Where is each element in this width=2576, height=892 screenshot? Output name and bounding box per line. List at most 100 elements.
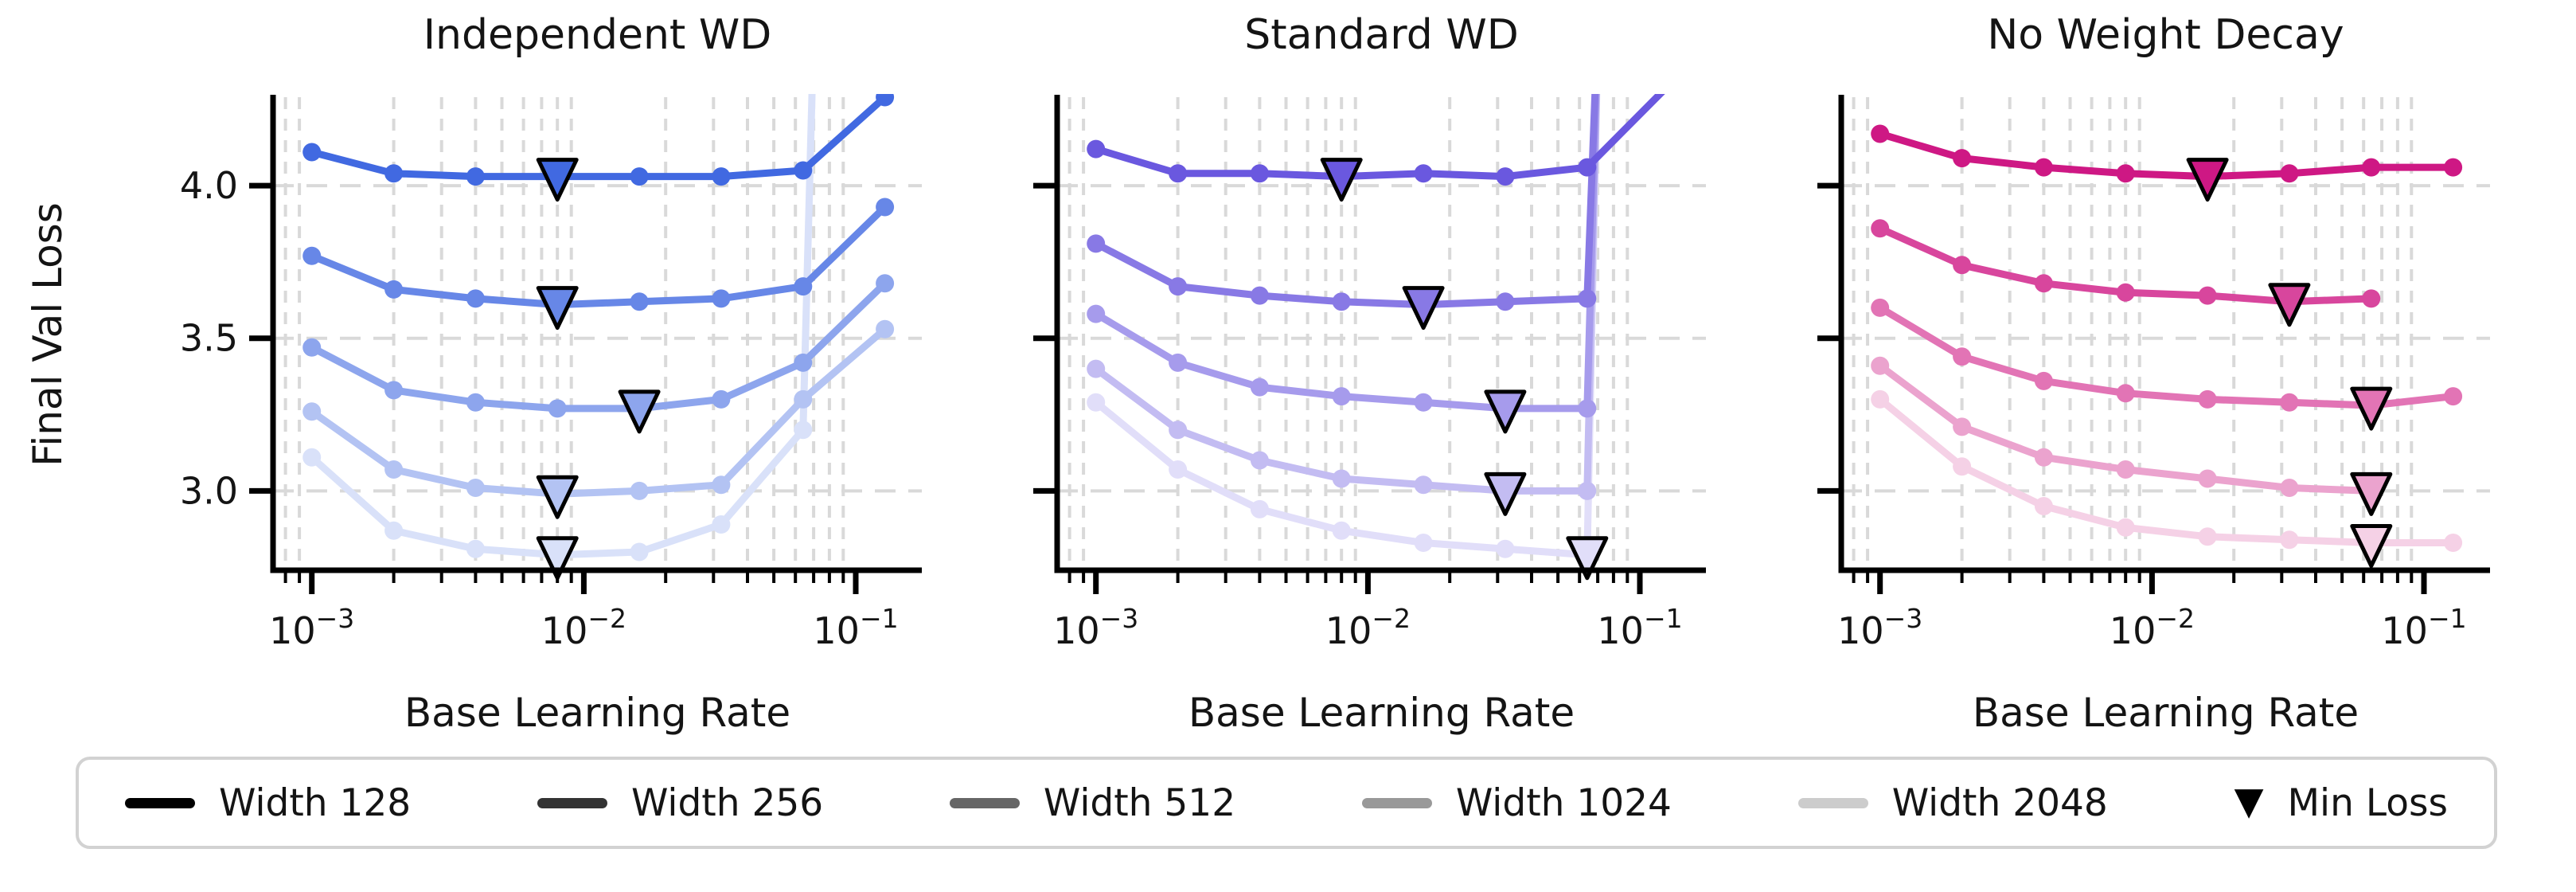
data-point	[2362, 289, 2381, 308]
legend: Width 128 Width 256 Width 512 Width 1024…	[76, 757, 2497, 849]
panel-0: 10−3 10−2 10−1 3.0 3.5 4.0	[180, 94, 922, 652]
min-loss-marker	[2186, 158, 2229, 202]
x-ticks: 10−3 10−2 10−1	[1837, 570, 2467, 652]
x-tick-label: 10−1	[2381, 603, 2466, 652]
data-point	[548, 399, 567, 418]
data-point	[2116, 518, 2135, 537]
data-point	[1332, 521, 1351, 540]
data-point	[1169, 460, 1188, 479]
y-major-grid	[1057, 184, 1706, 493]
legend-line-width-512-icon	[949, 797, 1020, 808]
min-loss-marker	[536, 286, 579, 331]
data-point	[384, 280, 404, 299]
series-width-256	[302, 198, 895, 315]
data-point	[630, 292, 649, 311]
data-point	[1250, 164, 1269, 183]
data-point	[384, 521, 404, 540]
series-width-128	[1871, 124, 2463, 186]
data-point	[2362, 158, 2381, 177]
data-point	[1250, 451, 1269, 470]
data-point	[302, 402, 322, 421]
x-tick-label: 10−3	[1053, 603, 1138, 652]
legend-line-width-128-icon	[125, 797, 195, 808]
data-point	[630, 481, 649, 500]
x-ticks: 10−3 10−2 10−1	[269, 570, 899, 652]
data-point	[1496, 539, 1515, 558]
data-point	[794, 389, 813, 409]
data-point	[876, 198, 895, 217]
data-point	[2444, 387, 2463, 406]
data-point	[1250, 378, 1269, 397]
legend-label: Width 2048	[1891, 780, 2108, 825]
data-point	[876, 94, 895, 107]
data-point	[2034, 158, 2053, 177]
data-point	[2034, 448, 2053, 467]
data-point	[2444, 534, 2463, 552]
legend-label: Width 512	[1043, 780, 1236, 825]
data-point	[2198, 527, 2217, 546]
data-point	[1953, 417, 1972, 436]
legend-line-width-1024-icon	[1361, 797, 1432, 808]
data-point	[466, 167, 485, 186]
x-tick-label: 10−3	[269, 603, 354, 652]
data-point	[1871, 389, 1890, 409]
data-point	[384, 381, 404, 400]
legend-item-width-2048: Width 2048	[1797, 780, 2108, 825]
panel-title-independent-wd: Independent WD	[423, 11, 772, 59]
min-loss-marker	[536, 158, 579, 202]
legend-item-width-1024: Width 1024	[1361, 780, 1672, 825]
data-point	[2116, 460, 2135, 479]
data-point	[1169, 421, 1188, 440]
x-tick-label: 10−1	[813, 603, 898, 652]
data-point	[2116, 283, 2135, 302]
data-point	[1578, 289, 1597, 308]
data-point	[876, 274, 895, 293]
series-width-128	[1087, 94, 1665, 186]
min-loss-marker	[1320, 158, 1363, 202]
data-point	[302, 143, 322, 162]
data-point	[794, 353, 813, 372]
data-point	[384, 164, 404, 183]
data-point	[1332, 387, 1351, 406]
data-point	[384, 460, 404, 479]
x-axis-label-3: Base Learning Rate	[1972, 690, 2359, 736]
legend-line-width-2048-icon	[1797, 797, 1868, 808]
min-loss-marker	[2350, 386, 2393, 431]
data-point	[712, 475, 731, 495]
data-point	[1169, 353, 1188, 372]
x-tick-label: 10−2	[2110, 603, 2195, 652]
data-point	[1250, 499, 1269, 518]
min-loss-marker	[536, 475, 579, 519]
data-point	[712, 289, 731, 308]
x-axis-label-2: Base Learning Rate	[1188, 690, 1575, 736]
data-point	[630, 542, 649, 561]
legend-label: Width 1024	[1455, 780, 1672, 825]
panel-title-no-weight-decay: No Weight Decay	[1987, 11, 2344, 59]
data-point	[1169, 277, 1188, 296]
legend-item-width-256: Width 256	[537, 781, 823, 825]
data-point	[2034, 274, 2053, 293]
x-ticks: 10−3 10−2 10−1	[1053, 570, 1683, 652]
legend-label: Min Loss	[2287, 780, 2448, 825]
data-point	[466, 479, 485, 497]
min-loss-marker	[1402, 286, 1445, 331]
data-point	[2444, 158, 2463, 177]
data-point	[302, 338, 322, 357]
data-point	[1578, 158, 1597, 177]
data-point	[876, 319, 895, 338]
data-point	[1414, 534, 1433, 552]
y-ticks: 3.0 3.5 4.0	[180, 164, 273, 512]
data-point	[1250, 286, 1269, 305]
legend-label: Width 128	[219, 780, 412, 825]
data-point	[1871, 298, 1890, 317]
y-ticks	[1033, 182, 1057, 494]
series-width-1024	[302, 319, 895, 503]
min-loss-marker	[2268, 283, 2311, 327]
min-loss-marker	[1566, 536, 1609, 581]
data-point	[2198, 286, 2217, 305]
min-loss-marker	[536, 536, 579, 581]
legend-item-width-512: Width 512	[949, 780, 1236, 825]
legend-label: Width 256	[630, 780, 824, 825]
data-point	[1332, 469, 1351, 488]
